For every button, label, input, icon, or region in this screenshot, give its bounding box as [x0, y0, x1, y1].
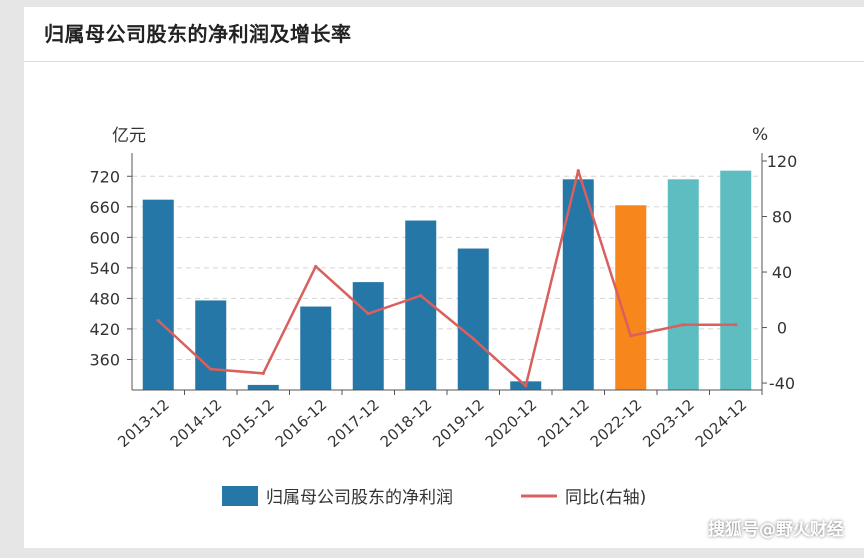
bar: [352, 282, 384, 390]
chart-card: 归属母公司股东的净利润及增长率 360 420 480 540 600 660 720 -40…: [24, 7, 864, 548]
bar: [195, 300, 227, 390]
x-tick-label: 2021-12: [534, 396, 593, 451]
yoy-point: [681, 323, 685, 327]
x-tick-label: 2017-12: [324, 396, 383, 451]
x-tick-label: 2022-12: [587, 396, 646, 451]
yoy-line: [157, 169, 736, 388]
x-tick-label: 2023-12: [639, 396, 698, 451]
bar: [457, 248, 489, 390]
right-tick-label: 80: [772, 208, 792, 227]
bar: [667, 179, 699, 390]
yoy-point: [156, 319, 160, 323]
yoy-point: [261, 371, 265, 375]
yoy-point: [576, 169, 580, 173]
right-tick-label: -40: [769, 374, 795, 393]
x-tick-label: 2015-12: [219, 396, 278, 451]
title-divider: [24, 61, 864, 62]
x-tick-label: 2019-12: [429, 396, 488, 451]
left-tick-label: 540: [89, 259, 120, 278]
left-tick-label: 480: [89, 289, 120, 308]
yoy-point: [314, 264, 318, 269]
x-tick-label: 2014-12: [167, 396, 226, 451]
x-tick-label: 2024-12: [692, 396, 751, 451]
chart-area: 360 420 480 540 600 660 720 -40 0 40 80 120 亿元 % 2013-…: [89, 125, 798, 508]
bar: [142, 199, 174, 390]
yoy-point: [629, 334, 633, 338]
yoy-point: [366, 312, 370, 316]
left-axis-unit: 亿元: [112, 126, 146, 146]
x-tick-label: 2018-12: [377, 396, 436, 451]
yoy-point: [734, 323, 738, 327]
left-tick-label: 660: [89, 198, 120, 217]
x-tick-label: 2013-12: [114, 396, 173, 451]
yoy-point: [209, 367, 213, 371]
legend-swatch-bars: [222, 486, 258, 506]
legend-label-line: 同比(右轴): [565, 488, 646, 508]
yoy-point: [524, 384, 528, 388]
x-tick-label: 2016-12: [272, 396, 331, 451]
x-tick-label: 2020-12: [482, 396, 541, 451]
right-tick-label: 0: [777, 319, 787, 338]
bar: [300, 306, 332, 390]
bar: [247, 384, 279, 390]
watermark: 搜狐号@野火财经: [708, 520, 844, 540]
left-tick-label: 600: [89, 228, 120, 247]
right-axis-unit: %: [752, 125, 768, 145]
legend-label-bars: 归属母公司股东的净利润: [266, 488, 453, 508]
left-tick-label: 360: [89, 350, 120, 369]
bar: [615, 205, 647, 390]
chart-title: 归属母公司股东的净利润及增长率: [44, 22, 352, 46]
yoy-point: [419, 294, 423, 298]
left-tick-label: 720: [89, 167, 120, 186]
right-tick-label: 120: [767, 152, 798, 171]
right-tick-label: 40: [772, 263, 792, 282]
left-tick-label: 420: [89, 320, 120, 339]
yoy-point: [471, 337, 475, 341]
bar: [720, 170, 752, 390]
